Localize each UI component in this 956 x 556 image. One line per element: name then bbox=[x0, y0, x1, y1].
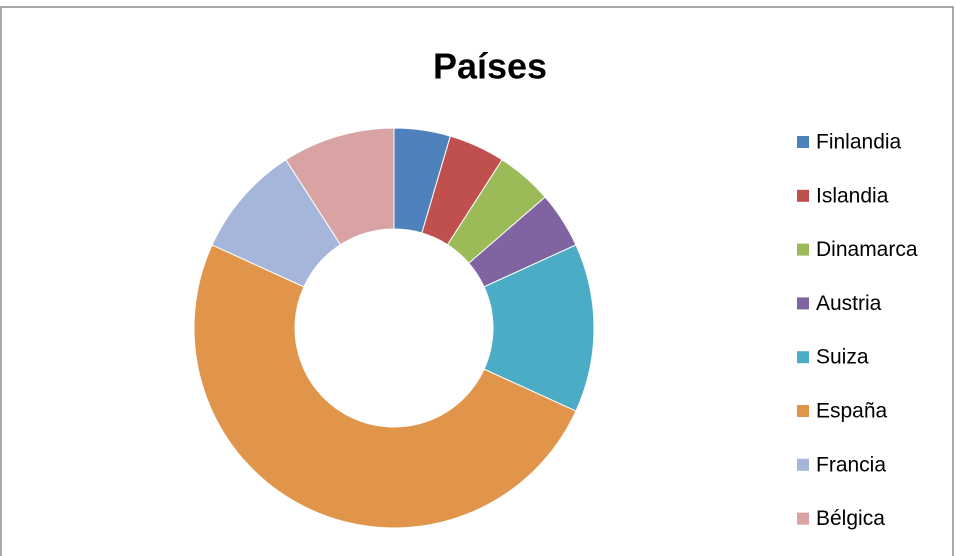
legend-swatch bbox=[797, 405, 809, 417]
legend-label: Islandia bbox=[816, 184, 889, 207]
legend-label: Finlandia bbox=[816, 131, 902, 154]
legend-swatch bbox=[797, 243, 809, 256]
legend-label: Dinamarca bbox=[816, 238, 918, 261]
donut-segment bbox=[285, 127, 395, 246]
legend-swatch bbox=[797, 189, 809, 202]
legend-swatch bbox=[797, 458, 809, 471]
legend-swatch bbox=[797, 351, 809, 364]
chart-title: Países bbox=[433, 46, 547, 87]
legend-label: Bélgica bbox=[816, 507, 885, 530]
donut-segment bbox=[193, 244, 577, 529]
legend-label: Suiza bbox=[816, 346, 869, 369]
legend-label: Francia bbox=[816, 453, 886, 476]
legend-label: España bbox=[816, 400, 888, 423]
legend-label: Austria bbox=[816, 292, 882, 315]
legend-swatch bbox=[797, 136, 809, 148]
legend-swatch bbox=[797, 297, 809, 310]
legend-swatch bbox=[797, 512, 809, 525]
